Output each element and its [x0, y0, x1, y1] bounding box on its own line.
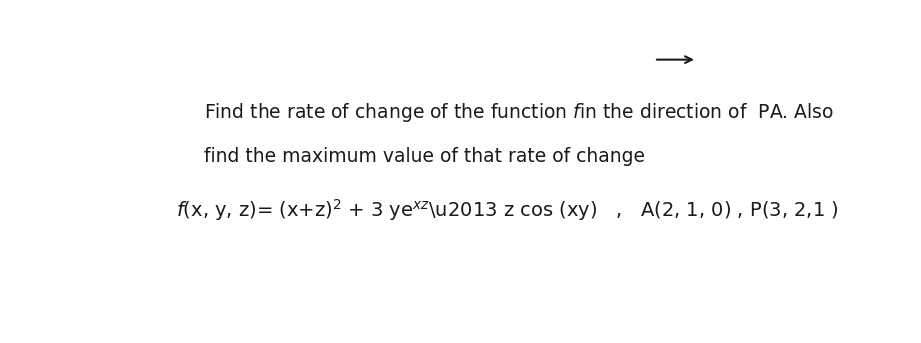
Text: find the maximum value of that rate of change: find the maximum value of that rate of c… [204, 146, 646, 166]
Text: $\mathit{f}$(x, y, z)= (x+z)$^2$ + 3 ye$^{xz}$\u2013 z cos (xy)   ,   A(2, 1, 0): $\mathit{f}$(x, y, z)= (x+z)$^2$ + 3 ye$… [176, 197, 838, 223]
Text: Find the rate of change of the function $\mathit{f}$in the direction of  PA. Als: Find the rate of change of the function … [204, 101, 834, 124]
